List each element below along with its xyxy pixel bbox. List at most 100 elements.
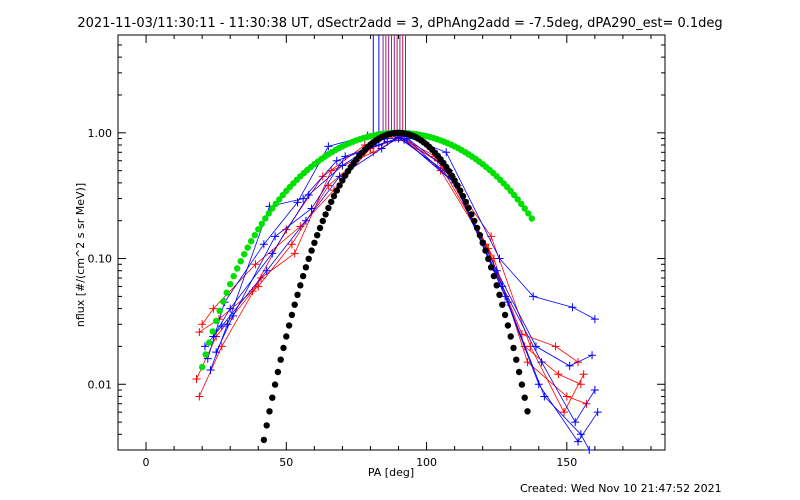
- model-curve-point: [262, 215, 269, 222]
- model-curve-point: [454, 182, 461, 189]
- series-point-marker: [327, 166, 336, 175]
- model-curve-point: [251, 232, 258, 239]
- model-curve-point: [339, 177, 346, 184]
- model-curve-point: [213, 317, 220, 325]
- series-point-marker: [442, 148, 451, 157]
- series-point-marker: [576, 430, 585, 439]
- x-tick-label: 50: [279, 456, 293, 469]
- model-curve-point: [521, 394, 528, 401]
- series-point-marker: [307, 204, 316, 213]
- series-point-marker: [206, 365, 215, 374]
- model-curve-point: [511, 191, 518, 199]
- series-point-marker: [259, 240, 268, 249]
- model-curve-point: [223, 289, 230, 296]
- model-curve-point: [269, 394, 276, 401]
- model-curve-point: [328, 198, 335, 206]
- model-curve-point: [528, 215, 535, 222]
- series-point-marker: [576, 380, 585, 389]
- model-curve-point: [499, 301, 506, 308]
- model-curve-point: [305, 255, 312, 262]
- model-curve-point: [276, 196, 283, 203]
- model-curve-point: [314, 232, 321, 239]
- series-point-marker: [590, 386, 599, 395]
- model-curve-point: [244, 244, 251, 251]
- series-point-marker: [565, 361, 574, 370]
- axes: 0 50 100 150 0.01 0.10 1.00: [88, 34, 665, 469]
- created-timestamp: Created: Wed Nov 10 21:47:52 2021: [520, 482, 722, 495]
- model-curve-point: [248, 238, 255, 245]
- model-curve-point: [515, 368, 523, 376]
- model-curve-point: [274, 368, 282, 376]
- model-curve-point: [297, 282, 304, 289]
- series-line: [213, 138, 599, 443]
- model-curve-point: [336, 182, 343, 189]
- model-curve-point: [299, 272, 307, 280]
- y-axis-title: nflux [#/(cm^2 s sr MeV)]: [74, 183, 87, 327]
- model-curve-point: [473, 224, 481, 232]
- model-curve-point: [521, 205, 528, 212]
- series-line: [215, 139, 590, 451]
- chart-title: 2021-11-03/11:30:11 - 11:30:38 UT, dSect…: [77, 16, 723, 31]
- series-point-marker: [568, 303, 577, 312]
- series-point-marker: [495, 254, 504, 263]
- model-curve-point: [524, 408, 531, 415]
- model-curve-point: [230, 273, 237, 280]
- model-curve-point: [302, 264, 310, 271]
- model-curve-point: [468, 211, 475, 218]
- series-line: [199, 138, 581, 385]
- model-curve-point: [490, 272, 498, 280]
- series-point-marker: [560, 408, 569, 417]
- model-curve-point: [507, 333, 514, 340]
- series-point-marker: [223, 320, 232, 329]
- model-curve-point: [316, 224, 324, 232]
- y-tick-label: 1.00: [88, 127, 113, 140]
- model-curve-point: [513, 356, 520, 363]
- model-curve-point: [471, 217, 478, 225]
- model-curve-point: [333, 187, 340, 194]
- model-curve-point: [322, 211, 329, 218]
- model-curve-point: [325, 204, 332, 212]
- model-curve-point: [479, 239, 486, 246]
- model-curve-point: [496, 291, 503, 298]
- model-curve-point: [209, 328, 216, 335]
- model-curve-point: [330, 192, 338, 200]
- series-line: [201, 134, 585, 414]
- model-curve-point: [288, 311, 296, 319]
- series-point-marker: [593, 408, 602, 417]
- series-line: [207, 134, 596, 359]
- series-point-marker: [540, 392, 549, 401]
- model-curves: [199, 129, 535, 444]
- series-point-marker: [209, 304, 218, 313]
- series-point-marker: [271, 232, 280, 241]
- series-point-marker: [579, 370, 588, 379]
- model-curve-point: [241, 251, 248, 258]
- model-curve-point: [272, 200, 279, 208]
- model-curve-point: [266, 408, 273, 415]
- model-curve-point: [271, 381, 279, 388]
- model-curve-point: [462, 198, 469, 206]
- model-curve-point: [451, 177, 458, 184]
- model-curve-point: [291, 301, 298, 308]
- x-tick-label: 100: [416, 456, 437, 469]
- series-point-marker: [400, 135, 409, 144]
- series-point-marker: [377, 144, 386, 153]
- series-point-marker: [287, 240, 296, 249]
- series-line: [210, 135, 593, 371]
- series-line: [198, 136, 579, 397]
- model-curve-point: [265, 210, 272, 217]
- y-tick-label: 0.01: [88, 378, 113, 391]
- series-point-marker: [529, 292, 538, 301]
- model-curve-point: [294, 291, 301, 298]
- model-curve-point: [448, 172, 455, 179]
- model-curve-point: [220, 298, 227, 305]
- model-curve-point: [234, 265, 241, 272]
- model-curve-point: [311, 239, 318, 246]
- model-curve-point: [216, 307, 223, 315]
- model-curve-point: [308, 247, 315, 254]
- model-curve-point: [485, 255, 492, 262]
- model-curve-point: [285, 322, 293, 329]
- series-point-marker: [200, 342, 209, 351]
- model-curve-point: [518, 200, 525, 208]
- series-point-marker: [332, 156, 341, 165]
- series-point-marker: [268, 249, 277, 258]
